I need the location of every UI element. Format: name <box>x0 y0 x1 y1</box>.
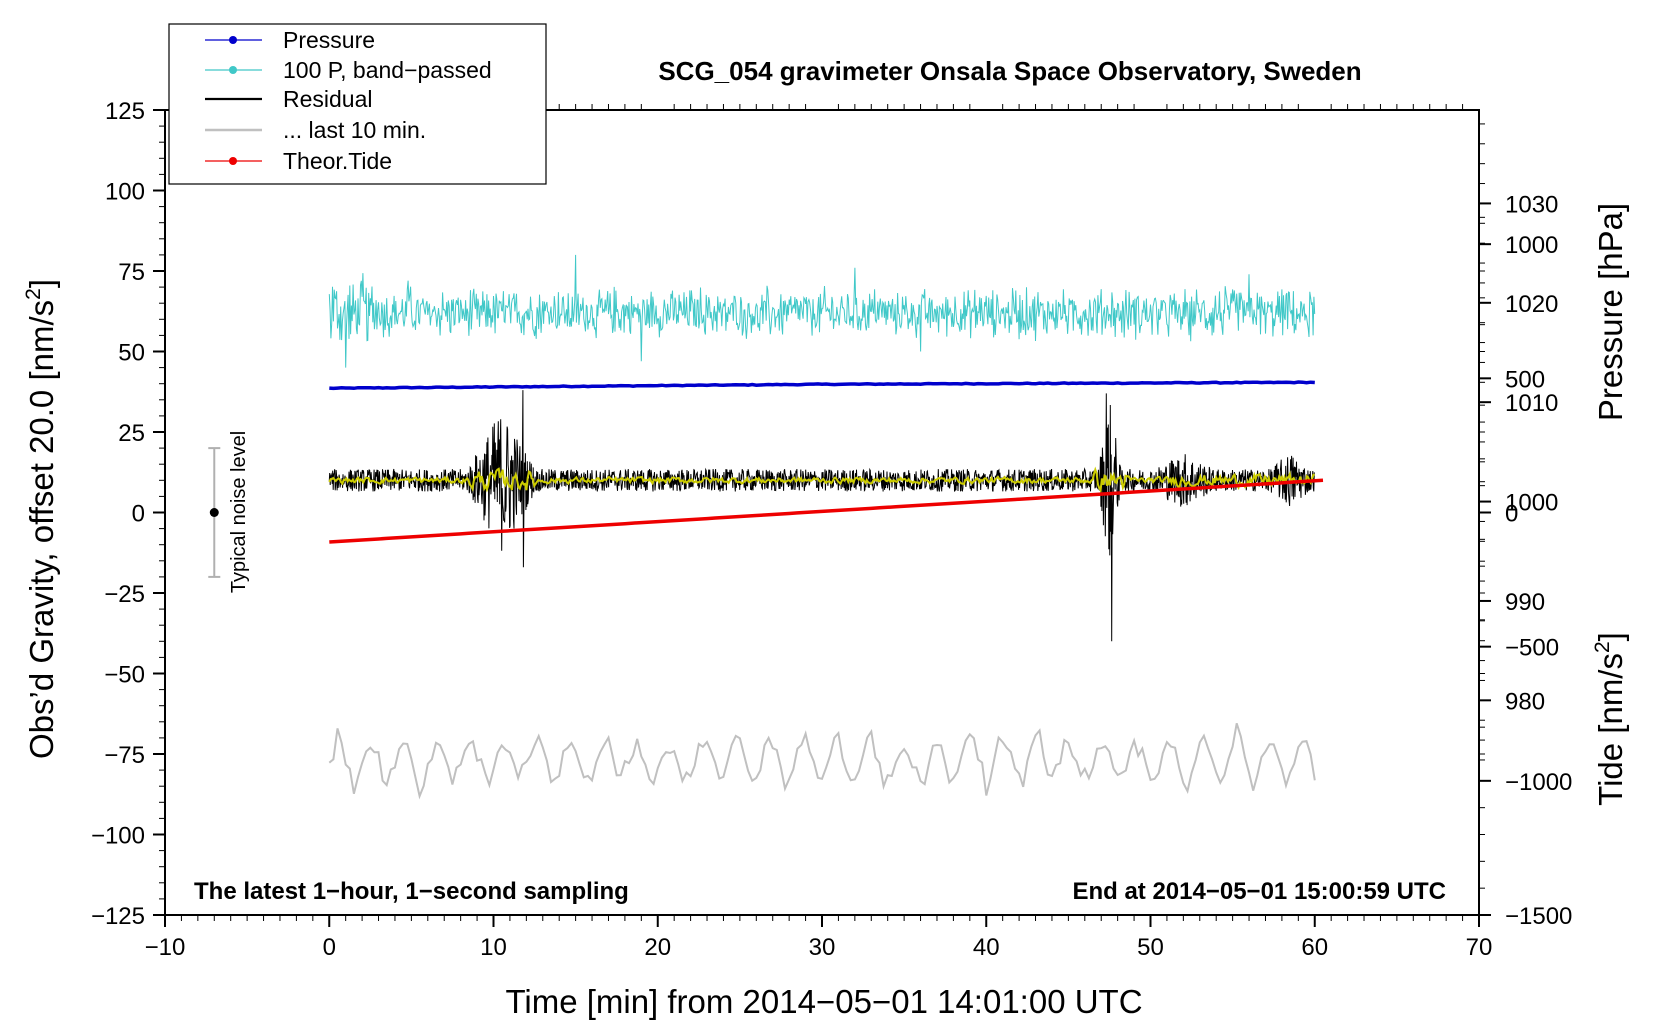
x-tick-label: −10 <box>145 934 186 961</box>
x-tick-label: 40 <box>973 934 1000 961</box>
y-axis-label-close: ] <box>23 279 60 288</box>
pressure-tick-label: 1030 <box>1505 191 1558 218</box>
legend-marker-bandpassed <box>229 66 237 74</box>
y-tick-label: 75 <box>118 259 145 286</box>
x-tick-label: 70 <box>1466 934 1493 961</box>
legend: Pressure 100 P, band−passed Residual ...… <box>168 23 547 185</box>
axis-layer: −10 0 10 20 30 40 50 60 701251007550250−25−50−75… <box>91 98 1572 961</box>
y-tick-label: −75 <box>104 742 145 769</box>
x-tick-label: 10 <box>480 934 507 961</box>
pressure-tick-label: 1010 <box>1505 390 1558 417</box>
tide-axis-label: Tide [nm/s2] <box>1591 632 1629 806</box>
end-time-annotation: End at 2014−05−01 15:00:59 UTC <box>1072 878 1446 905</box>
tide-tick-label: −1500 <box>1505 903 1572 930</box>
legend-entry-pressure: Pressure <box>205 27 375 53</box>
legend-label-residual: Residual <box>283 86 373 112</box>
x-axis-label: Time [min] from 2014−05−01 14:01:00 UTC <box>505 983 1142 1020</box>
legend-label-pressure: Pressure <box>283 27 375 53</box>
legend-entry-last10: ... last 10 min. <box>205 117 426 143</box>
legend-marker-tide <box>229 157 237 165</box>
tide-tick-label: −1000 <box>1505 769 1572 796</box>
y-axis-label-text: Obs’d Gravity, offset 20.0 [nm/s <box>23 300 60 759</box>
y-tick-label: 125 <box>105 98 145 125</box>
y-tick-label: 25 <box>118 420 145 447</box>
tide-axis-label-text: Tide [nm/s <box>1592 653 1629 806</box>
y-tick-label: −100 <box>91 823 145 850</box>
legend-entry-tide: Theor.Tide <box>205 148 392 174</box>
series-layer <box>328 254 1324 800</box>
y-tick-label: 0 <box>132 501 145 528</box>
tide-tick-label: −500 <box>1505 635 1559 662</box>
x-tick-label: 50 <box>1137 934 1164 961</box>
noise-label: Typical noise level <box>228 431 250 593</box>
legend-label-last10: ... last 10 min. <box>283 117 426 143</box>
y-tick-label: −50 <box>104 662 145 689</box>
tide-tick-label: 0 <box>1505 501 1518 528</box>
tide-tick-label: 500 <box>1505 366 1545 393</box>
noise-indicator <box>208 447 221 578</box>
y-tick-label: −125 <box>91 903 145 930</box>
y-tick-label: 50 <box>118 340 145 367</box>
sampling-annotation: The latest 1−hour, 1−second sampling <box>194 878 629 905</box>
tide-axis-label-superscript: 2 <box>1591 641 1614 653</box>
pressure-tick-label: 1000 <box>1505 490 1558 517</box>
series-theoretical-tide <box>329 478 1324 544</box>
noise-center-dot <box>209 508 219 517</box>
legend-marker-pressure <box>229 36 237 44</box>
series-last-10-min <box>328 723 1316 800</box>
tide-tick-label: 1000 <box>1505 232 1558 259</box>
x-tick-label: 20 <box>644 934 671 961</box>
pressure-axis-label: Pressure [hPa] <box>1592 203 1629 421</box>
x-tick-label: 60 <box>1301 934 1328 961</box>
chart-title: SCG_054 gravimeter Onsala Space Observat… <box>658 56 1361 86</box>
series-residual-smoothed <box>328 466 1315 494</box>
legend-label-bandpassed: 100 P, band−passed <box>283 57 492 83</box>
y-tick-label: −25 <box>104 581 145 608</box>
tide-axis-label-close: ] <box>1592 632 1629 641</box>
y-axis-label-superscript: 2 <box>22 288 45 300</box>
series-bandpassed-pressure <box>328 254 1316 368</box>
pressure-tick-label: 1020 <box>1505 291 1558 318</box>
pressure-tick-label: 990 <box>1505 589 1545 616</box>
y-axis-label: Obs’d Gravity, offset 20.0 [nm/s2] <box>22 279 60 759</box>
pressure-tick-label: 980 <box>1505 688 1545 715</box>
legend-entry-bandpassed: 100 P, band−passed <box>205 57 492 83</box>
series-pressure <box>329 380 1315 391</box>
x-tick-label: 30 <box>809 934 836 961</box>
legend-label-tide: Theor.Tide <box>283 148 392 174</box>
y-tick-label: 100 <box>105 179 145 206</box>
legend-entry-residual: Residual <box>205 86 373 112</box>
x-tick-label: 0 <box>323 934 336 961</box>
